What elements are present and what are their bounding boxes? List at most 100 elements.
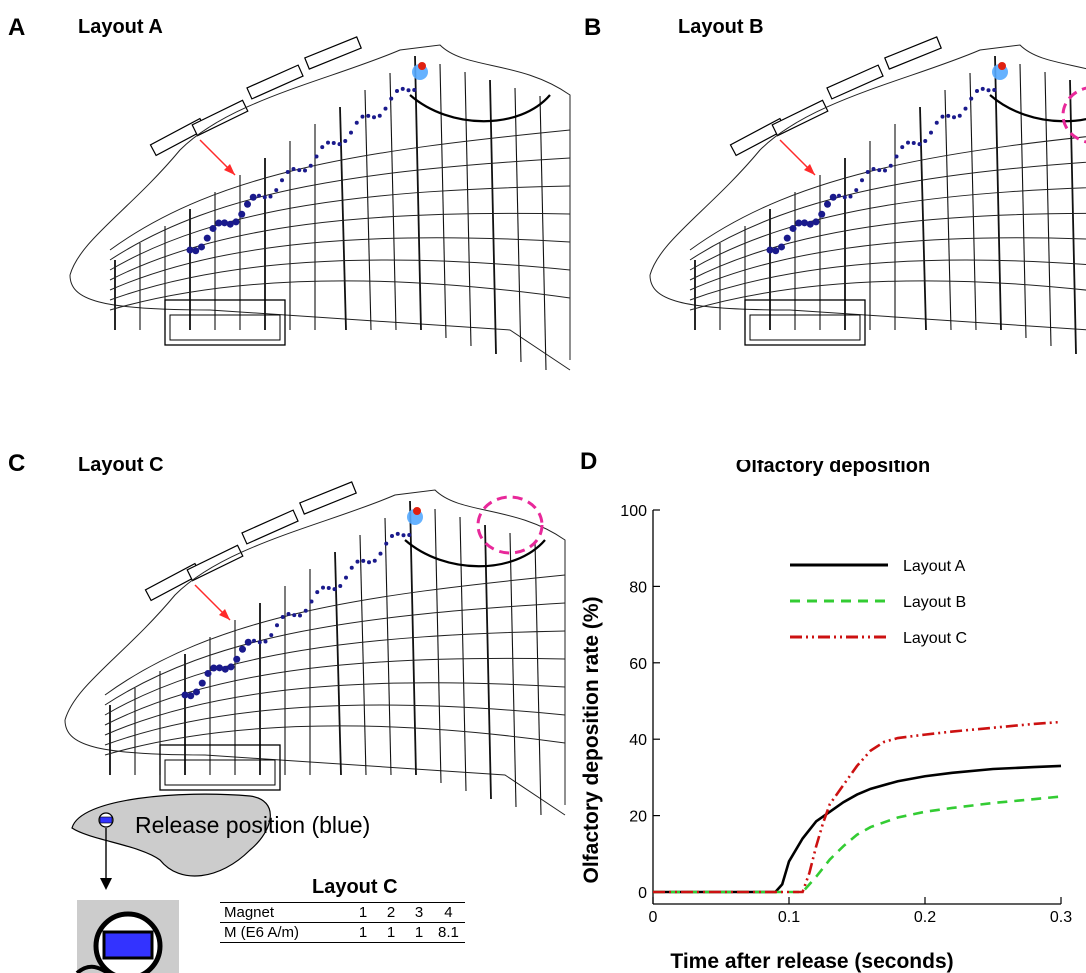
mesh-outline — [649, 44, 1086, 276]
particle-dot — [940, 114, 945, 119]
particle-dot — [238, 210, 246, 218]
particle-dot — [349, 565, 354, 570]
particle-dot — [883, 168, 887, 173]
particle-dot — [400, 86, 405, 91]
particle-dot — [806, 220, 814, 228]
magnet-icon — [191, 99, 249, 137]
deposition-hotspot-core — [418, 62, 426, 70]
particle-dot — [274, 188, 279, 193]
olfactory-arc — [404, 539, 546, 568]
particle-dot — [946, 113, 951, 118]
particle-dot — [280, 178, 284, 183]
particle-dot — [783, 234, 791, 242]
mesh-outline-bottom — [69, 274, 571, 371]
particle-dot — [911, 140, 916, 145]
particle-dot — [969, 96, 974, 101]
mesh-curve — [104, 574, 566, 696]
particle-dot — [233, 655, 241, 663]
particle-dot — [226, 220, 234, 228]
particle-dot — [198, 243, 205, 251]
particle-dot — [204, 669, 212, 677]
particle-dot — [269, 633, 274, 638]
panel-letter-b: B — [584, 14, 602, 41]
particle-dot — [377, 113, 382, 118]
particle-dot — [837, 193, 841, 198]
magnet-value-3: 1 — [406, 922, 434, 943]
magenta-dashed-circle-icon — [476, 495, 544, 555]
particle-dot — [854, 188, 859, 193]
particle-dot — [366, 113, 371, 118]
particle-dot — [395, 89, 399, 94]
mesh-outline-bottom — [649, 274, 1086, 331]
particle-dot — [252, 638, 256, 643]
particle-dot — [772, 247, 780, 255]
magnet-value-4: 8.1 — [434, 922, 465, 943]
panel-title-a: Layout A — [78, 16, 163, 38]
particle-dot — [227, 663, 235, 671]
x-tick-label: 0.2 — [914, 909, 936, 926]
particle-dot — [192, 247, 200, 255]
particle-dot — [888, 163, 893, 168]
particle-dot — [952, 115, 956, 120]
mesh-gridline — [944, 89, 952, 331]
mesh-curve — [689, 237, 1086, 291]
particle-dot — [257, 193, 261, 198]
magenta-dashed-circle-icon — [1061, 86, 1086, 144]
magnet-icon — [246, 64, 304, 100]
particle-dot — [209, 224, 217, 232]
particle-dot — [801, 219, 808, 227]
particle-dot — [181, 691, 189, 699]
mesh-curve — [689, 136, 1086, 251]
particle-dot — [829, 193, 837, 201]
particle-dot — [367, 560, 371, 565]
particle-dot — [221, 665, 229, 673]
particle-dot — [344, 575, 348, 580]
magnet-header-1: 1 — [350, 902, 378, 923]
particle-dot — [865, 169, 870, 174]
mesh-curve — [104, 725, 566, 756]
particle-dot — [934, 120, 939, 125]
olfactory-arc — [409, 94, 551, 123]
particle-dot — [992, 88, 997, 93]
particle-dot — [390, 534, 394, 539]
magnet-header-2: 2 — [378, 902, 406, 923]
particle-dot — [401, 533, 406, 538]
mesh-curve — [104, 602, 566, 706]
series-line-2 — [653, 795, 1062, 894]
mesh-curve — [109, 212, 571, 281]
magnet-table-row: M (E6 A/m) 1 1 1 8.1 — [220, 922, 465, 943]
mesh-curve — [109, 129, 571, 251]
particle-dot — [232, 218, 240, 226]
particle-dot — [203, 234, 211, 242]
x-tick-label: 0 — [649, 909, 658, 926]
red-arrowhead-icon — [804, 164, 815, 175]
panel-letter-a: A — [8, 14, 26, 41]
mesh-gridline — [969, 72, 977, 331]
mesh-gridline — [1019, 63, 1027, 339]
particle-dot — [906, 140, 910, 145]
mesh-gridline — [509, 532, 517, 808]
particle-dot — [766, 246, 774, 254]
nasal-mesh-b — [649, 36, 1086, 355]
particle-dot — [372, 115, 376, 120]
particle-dot — [244, 638, 252, 646]
particle-dot — [975, 89, 979, 94]
particle-dot — [384, 541, 389, 546]
particle-dot — [187, 692, 195, 700]
particle-dot — [314, 154, 319, 159]
particle-dot — [315, 590, 320, 595]
particle-dot — [337, 142, 342, 147]
nostril-box — [744, 299, 866, 346]
mesh-outline — [69, 44, 571, 360]
mesh-outline — [64, 489, 566, 805]
magnet-table-title: Layout C — [312, 876, 398, 898]
particle-dot — [860, 178, 864, 183]
particle-dot — [268, 194, 273, 199]
mesh-curve — [689, 280, 1086, 311]
particle-dot — [378, 551, 383, 556]
magnet-header-3: 3 — [406, 902, 434, 923]
magnet-row-label: M (E6 A/m) — [220, 922, 350, 943]
particle-dot — [320, 145, 325, 150]
particle-dot — [263, 639, 268, 644]
magnet-header-label: Magnet — [220, 902, 350, 923]
